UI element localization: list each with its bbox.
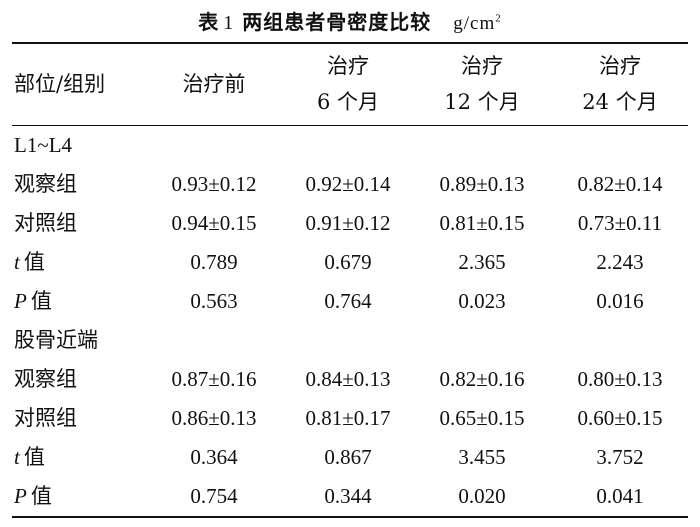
cell: 0.754 xyxy=(190,484,238,508)
cell: 0.764 xyxy=(324,289,372,313)
section-label: L1~L4 xyxy=(14,133,73,157)
table-title-text: 两组患者骨密度比较 xyxy=(242,10,432,34)
cell: 0.81±0.17 xyxy=(305,406,391,430)
row-label: 对照组 xyxy=(14,406,77,430)
cell: 0.364 xyxy=(190,445,238,469)
header-before-treatment: 治疗前 xyxy=(182,72,246,96)
top-rule xyxy=(12,42,688,44)
cell: 0.563 xyxy=(190,289,238,313)
cell: 0.87±0.16 xyxy=(171,367,257,391)
header-treatment-12m: 治疗 12 个月 xyxy=(416,48,548,120)
cell: 2.243 xyxy=(596,250,644,274)
table-row: 观察组 0.93±0.12 0.92±0.14 0.89±0.13 0.82±0… xyxy=(0,165,700,204)
header-24m-line1: 治疗 xyxy=(599,54,641,78)
table-row: 对照组 0.86±0.13 0.81±0.17 0.65±0.15 0.60±0… xyxy=(0,399,700,438)
stat-label: 值 xyxy=(30,289,52,313)
section-label: 股骨近端 xyxy=(14,328,98,352)
cell: 2.365 xyxy=(458,250,506,274)
cell: 0.73±0.11 xyxy=(577,211,663,235)
stat-label: 值 xyxy=(23,250,45,274)
cell: 0.020 xyxy=(458,484,506,508)
cell: 0.81±0.15 xyxy=(439,211,525,235)
cell: 0.86±0.13 xyxy=(171,406,257,430)
stat-symbol: P xyxy=(14,289,27,313)
cell: 3.752 xyxy=(596,445,644,469)
header-24m-line2: 24 个月 xyxy=(582,90,658,114)
cell: 0.82±0.14 xyxy=(577,172,663,196)
cell: 0.023 xyxy=(458,289,506,313)
stat-symbol: P xyxy=(14,484,27,508)
header-12m-line2: 12 个月 xyxy=(444,90,520,114)
cell: 0.82±0.16 xyxy=(439,367,525,391)
cell: 0.92±0.14 xyxy=(305,172,391,196)
header-treatment-24m: 治疗 24 个月 xyxy=(552,48,688,120)
section-label-row: 股骨近端 xyxy=(0,321,700,360)
header-region-group: 部位/组别 xyxy=(14,72,106,96)
bottom-rule xyxy=(12,516,688,518)
unit-text: g/cm xyxy=(453,13,496,34)
cell: 0.84±0.13 xyxy=(305,367,391,391)
cell: 0.679 xyxy=(324,250,372,274)
cell: 0.89±0.13 xyxy=(439,172,525,196)
table-row: 对照组 0.94±0.15 0.91±0.12 0.81±0.15 0.73±0… xyxy=(0,204,700,243)
cell: 0.65±0.15 xyxy=(439,406,525,430)
stat-label: 值 xyxy=(30,484,52,508)
header-6m-line1: 治疗 xyxy=(327,54,369,78)
row-label: 观察组 xyxy=(14,172,77,196)
table-row: 观察组 0.87±0.16 0.84±0.13 0.82±0.16 0.80±0… xyxy=(0,360,700,399)
unit-superscript: 2 xyxy=(495,12,502,25)
cell: 0.041 xyxy=(596,484,644,508)
cell: 0.016 xyxy=(596,289,644,313)
cell: 0.91±0.12 xyxy=(305,211,391,235)
cell: 0.867 xyxy=(324,445,372,469)
cell: 3.455 xyxy=(458,445,506,469)
header-6m-line2: 6 个月 xyxy=(316,90,380,114)
cell: 0.344 xyxy=(324,484,372,508)
table-title-number: 1 xyxy=(223,12,235,34)
cell: 0.60±0.15 xyxy=(577,406,663,430)
cell: 0.789 xyxy=(190,250,238,274)
table-title: 表 1 两组患者骨密度比较 g/cm2 xyxy=(0,6,700,35)
table-title-prefix: 表 xyxy=(198,10,220,34)
cell: 0.93±0.12 xyxy=(171,172,257,196)
table-unit: g/cm2 xyxy=(453,13,502,34)
cell: 0.80±0.13 xyxy=(577,367,663,391)
section-label-row: L1~L4 xyxy=(0,126,700,165)
stat-symbol: t xyxy=(14,250,20,274)
header-12m-line1: 治疗 xyxy=(461,54,503,78)
stat-symbol: t xyxy=(14,445,20,469)
cell: 0.94±0.15 xyxy=(171,211,257,235)
row-label: 对照组 xyxy=(14,211,77,235)
stat-label: 值 xyxy=(23,445,45,469)
header-treatment-6m: 治疗 6 个月 xyxy=(282,48,414,120)
row-label: 观察组 xyxy=(14,367,77,391)
header-rule xyxy=(12,125,688,126)
